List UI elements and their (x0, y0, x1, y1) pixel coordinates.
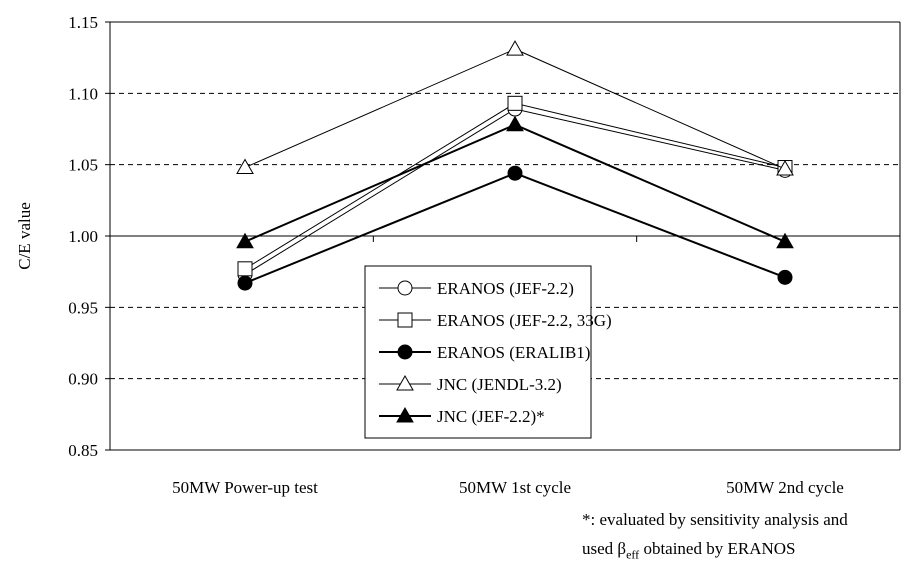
series (236, 40, 794, 176)
data-point (396, 406, 414, 423)
data-point (396, 374, 414, 391)
series-line (244, 123, 786, 243)
data-point (397, 280, 413, 296)
x-tick-label: 50MW Power-up test (172, 478, 318, 497)
x-tick-label: 50MW 1st cycle (459, 478, 571, 497)
axes (105, 21, 901, 451)
footnote-line-1: *: evaluated by sensitivity analysis and (582, 510, 848, 529)
data-point (237, 261, 253, 277)
data-point (507, 95, 523, 111)
data-point (397, 344, 413, 360)
data-point (506, 115, 524, 132)
x-tick-labels: 50MW Power-up test 50MW 1st cycle 50MW 2nd… (172, 478, 844, 497)
series (237, 165, 793, 291)
data-point (397, 312, 413, 328)
x-tick-label: 50MW 2nd cycle (726, 478, 844, 497)
y-tick-label: 1.05 (68, 156, 98, 175)
footnote-prefix: used (582, 539, 618, 558)
data-point (236, 158, 254, 175)
legend-label: JNC (JENDL-3.2) (437, 375, 562, 394)
gridlines (110, 21, 900, 380)
y-tick-label: 0.95 (68, 298, 98, 317)
beta-symbol: β (617, 539, 627, 558)
legend: ERANOS (JEF-2.2) ERANOS (JEF-2.2, 33G) ERA… (364, 265, 612, 439)
y-tick-labels: 0.85 0.90 0.95 1.00 1.05 1.10 1.15 (68, 13, 98, 460)
y-axis-title: C/E value (15, 202, 34, 270)
data-point (777, 269, 793, 285)
legend-label: ERANOS (JEF-2.2) (437, 279, 574, 298)
data-point (776, 232, 794, 249)
legend-label: JNC (JEF-2.2)* (437, 407, 545, 426)
y-tick-label: 0.85 (68, 441, 98, 460)
data-point (776, 159, 794, 176)
y-tick-label: 1.15 (68, 13, 98, 32)
beta-subscript: eff (626, 547, 640, 562)
data-point (506, 40, 524, 56)
data-point (237, 275, 253, 291)
series-group (236, 40, 794, 291)
legend-label: ERANOS (ERALIB1) (437, 343, 590, 362)
legend-label: ERANOS (JEF-2.2, 33G) (437, 311, 612, 330)
y-tick-label: 1.10 (68, 84, 98, 103)
data-point (236, 232, 254, 249)
footnote-line-2: used βeff obtained by ERANOS (582, 539, 795, 562)
y-tick-label: 0.90 (68, 370, 98, 389)
data-point (507, 165, 523, 181)
footnote-suffix: obtained by ERANOS (639, 539, 796, 558)
y-tick-label: 1.00 (68, 227, 98, 246)
series (236, 115, 794, 249)
